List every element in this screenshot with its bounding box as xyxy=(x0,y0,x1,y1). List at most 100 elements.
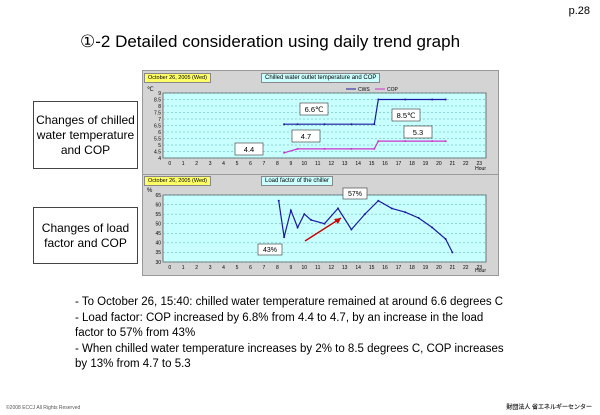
x-tick-label: 5 xyxy=(236,265,239,271)
y-tick-label: 4 xyxy=(158,156,161,162)
data-point xyxy=(417,216,420,219)
data-point xyxy=(323,222,326,225)
data-point xyxy=(377,140,380,143)
x-tick-label: 14 xyxy=(355,161,361,167)
legend-cop-label: COP xyxy=(387,87,399,93)
x-tick-label: 13 xyxy=(342,161,348,167)
data-point xyxy=(377,98,380,101)
data-point xyxy=(289,209,292,212)
x-tick-label: 12 xyxy=(328,161,334,167)
data-point xyxy=(444,238,447,241)
y-tick-label: 8.5 xyxy=(154,97,161,103)
bullet-line: - When chilled water temperature increas… xyxy=(75,342,504,355)
data-point xyxy=(310,218,313,221)
x-tick-label: 17 xyxy=(396,265,402,271)
y-tick-label: 7.5 xyxy=(154,110,161,116)
chart-date-label-bottom: October 26, 2005 (Wed) xyxy=(144,176,211,186)
y-tick-label: 6.5 xyxy=(154,123,161,129)
data-point xyxy=(283,151,286,154)
x-tick-label: 10 xyxy=(302,265,308,271)
bullet-list: - To October 26, 15:40: chilled water te… xyxy=(75,295,504,373)
x-tick-label: 5 xyxy=(236,161,239,167)
y-tick-label: 5 xyxy=(158,143,161,149)
legend-cws-label: CWS xyxy=(358,87,370,93)
data-point xyxy=(296,123,299,126)
x-tick-label: 3 xyxy=(209,161,212,167)
y-axis-unit: ℃ xyxy=(147,87,154,93)
data-point xyxy=(431,98,434,101)
data-point xyxy=(444,98,447,101)
x-tick-label: 2 xyxy=(195,161,198,167)
annotation-4-7: 4.7 xyxy=(291,129,321,143)
x-tick-label: 19 xyxy=(423,161,429,167)
annotation-5-3: 5.3 xyxy=(403,125,433,139)
x-tick-label: 11 xyxy=(315,265,320,271)
data-point xyxy=(350,123,353,126)
bullet-line: - Load factor: COP increased by 6.8% fro… xyxy=(75,311,484,324)
chart-date-label: October 26, 2005 (Wed) xyxy=(144,73,211,83)
increase-arrow xyxy=(304,217,342,242)
side-label-bottom-text: Changes of load factor and COP xyxy=(41,220,130,250)
x-tick-label: 9 xyxy=(289,161,292,167)
page-number: p.28 xyxy=(568,5,590,17)
y-tick-label: 30 xyxy=(155,260,161,266)
chart-legend: CWS COP xyxy=(346,87,399,93)
data-point xyxy=(296,147,299,150)
x-tick-label: 20 xyxy=(436,161,442,167)
x-tick-label: 22 xyxy=(463,161,469,167)
annotation-5-3-label: 5.3 xyxy=(413,128,423,137)
x-tick-label: 7 xyxy=(263,161,266,167)
x-tick-label: 23 xyxy=(476,161,482,167)
x-tick-label: 21 xyxy=(450,161,456,167)
chart-title-bottom: Load factor of the chiller xyxy=(261,176,334,186)
y-tick-label: 9 xyxy=(158,91,161,97)
annotation-43: 43% xyxy=(257,243,283,256)
annotation-8-5-label: 8.5℃ xyxy=(397,111,416,120)
x-tick-label: 3 xyxy=(209,265,212,271)
x-tick-label: 2 xyxy=(195,265,198,271)
x-tick-label: 15 xyxy=(369,161,375,167)
y-tick-label: 7 xyxy=(158,117,161,123)
data-point xyxy=(404,140,407,143)
x-tick-label: 4 xyxy=(222,161,225,167)
x-tick-label: 0 xyxy=(168,161,171,167)
data-point xyxy=(323,147,326,150)
x-tick-label: 13 xyxy=(342,265,348,271)
x-axis-unit: Hour xyxy=(475,166,486,172)
data-point xyxy=(303,213,306,216)
bullet-line: - To October 26, 15:40: chilled water te… xyxy=(75,296,504,308)
x-tick-label: 1 xyxy=(182,161,185,167)
x-tick-label: 6 xyxy=(249,265,252,271)
y-tick-label: 4.5 xyxy=(154,149,161,155)
data-point xyxy=(283,236,286,239)
y-tick-label: 6 xyxy=(158,130,161,136)
y-axis-unit-bottom: % xyxy=(147,188,153,194)
x-tick-label: 10 xyxy=(302,161,308,167)
x-tick-label: 8 xyxy=(276,265,279,271)
bullet-line: by 13% from 4.7 to 5.3 xyxy=(75,358,191,370)
annotation-43-label: 43% xyxy=(263,247,277,254)
annotation-4-7-label: 4.7 xyxy=(301,132,311,141)
x-tick-label: 8 xyxy=(276,161,279,167)
y-tick-label: 5.5 xyxy=(154,136,161,142)
y-tick-label: 35 xyxy=(155,250,161,256)
y-tick-label: 45 xyxy=(155,231,161,237)
bullet-line: factor to 57% from 43% xyxy=(75,327,196,339)
data-point xyxy=(373,147,376,150)
y-tick-label: 8 xyxy=(158,104,161,110)
increase-arrowhead xyxy=(334,218,341,224)
y-tick-label: 55 xyxy=(155,212,161,218)
x-tick-label: 23 xyxy=(476,265,482,271)
x-tick-label: 16 xyxy=(382,265,388,271)
annotation-4-4-label: 4.4 xyxy=(244,145,254,154)
chart-title: Chilled water outlet temperature and COP xyxy=(261,73,381,83)
data-point xyxy=(283,123,286,126)
x-tick-label: 18 xyxy=(409,161,415,167)
x-tick-label: 16 xyxy=(382,161,388,167)
data-point xyxy=(404,211,407,214)
y-tick-label: 60 xyxy=(155,202,161,208)
chart-panel-temperature: October 26, 2005 (Wed) Chilled water out… xyxy=(142,70,499,175)
x-tick-label: 6 xyxy=(249,161,252,167)
side-label-top-text: Changes of chilled water temperature and… xyxy=(36,112,135,157)
